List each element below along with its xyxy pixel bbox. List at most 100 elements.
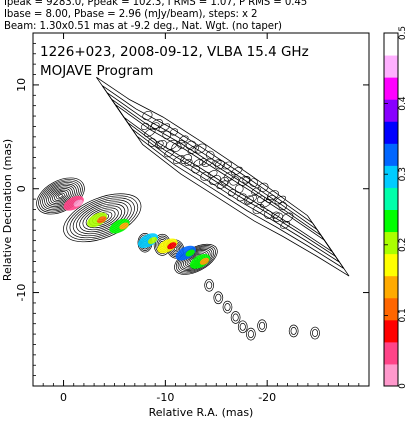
core-contour-level [69,197,135,239]
colorbar-swatch [384,143,398,149]
plot-frame [32,32,370,387]
upper-jet-knot-contour [149,122,160,131]
colorbar-swatch [384,183,398,188]
colorbar-swatch [384,319,398,325]
colorbar-swatch [384,196,398,202]
knot-contour [230,311,241,324]
colorbar-swatch [384,152,398,158]
upper-jet-knot-contour [258,182,269,192]
plot-title: 1226+023, 2008-09-12, VLBA 15.4 GHz [40,44,309,60]
colorbar-swatch [384,68,398,74]
polarization-overlay [63,195,211,269]
polarization-blob [87,212,108,228]
upper-jet-knot-contour [222,161,233,170]
upper-jet-knot-contour [231,166,243,176]
upper-jet-knot-contour [207,170,218,178]
core-contour-level [48,186,73,206]
colorbar-swatch [384,310,398,316]
polarization-blob [96,216,107,224]
polarization-blob [189,254,211,269]
colorbar-swatch [384,346,398,352]
colorbar-tick-label: 0 [398,383,408,389]
colorbar-swatch [384,59,398,65]
core-contour-level [85,207,119,229]
plot-subtitle: MOJAVE Program [40,63,153,79]
colorbar-tick-label: 0.2 [398,238,408,252]
colorbar-swatch [384,33,398,38]
upper-jet-contour-level [111,98,336,257]
polarization-blob [147,236,158,245]
polarization-blob [73,199,83,207]
colorbar-swatch [384,205,398,210]
upper-jet-knot-contour [202,158,214,167]
upper-jet-knot-contour [251,187,262,195]
upper-jet-knot-contour [171,142,182,152]
knot-contour [247,330,254,339]
y-axis-label: Relative Decination (mas) [1,139,14,281]
axis-ticks: 0 -10 -20 10 0 -10 [15,32,369,404]
core-contour-level [79,203,126,233]
colorbar-swatch [384,240,398,246]
header-line-base: Ibase = 8.00, Pbase = 2.96 (mJy/beam), s… [4,9,258,20]
knot-contour [239,322,246,331]
colorbar-swatch [384,293,398,299]
upper-jet-knot-contour [223,171,236,182]
colorbar-swatch [384,147,398,153]
polarization-blob [119,222,129,230]
upper-jet-knot-contour [151,119,163,129]
colorbar-swatch [384,355,398,361]
core-contour-level [72,199,132,237]
polarization-blob [167,242,177,250]
polarization-blob [109,218,130,234]
x-tick-label: -10 [156,391,174,404]
upper-jet-knot-contour [178,135,189,144]
polarization-blob [137,233,159,249]
upper-jet-knot-contour [214,160,225,170]
upper-jet-knot-contour [274,195,287,205]
knot-contour [215,293,222,302]
colorbar-swatch [384,72,398,78]
colorbar-swatch [384,116,398,122]
header-line-peak: Ipeak = 9283.0, Ppeak = 102.3, I RMS = 1… [4,0,308,8]
colorbar-swatch [384,108,398,113]
upper-jet-knot-contour [213,159,222,167]
colorbar-swatch [384,77,398,83]
colorbar-swatch [384,315,398,321]
colorbar: 0 0.1 0.2 0.3 0.4 0.5 [383,26,408,389]
knot-contour [310,326,320,340]
upper-jet-contour-level [101,85,345,269]
colorbar-swatch [384,253,398,259]
upper-jet-knot-contour [236,193,247,202]
polarization-blob [175,245,196,261]
colorbar-swatch [384,81,398,87]
x-tick-label: -20 [258,391,276,404]
colorbar-swatch [384,134,398,140]
x-tick-label: 0 [60,391,67,404]
colorbar-swatch [384,363,398,369]
upper-jet-knot-contour [194,143,207,154]
knot-contour [206,281,213,290]
colorbar-swatch [384,222,398,228]
colorbar-swatch [384,324,398,330]
colorbar-swatch [384,359,398,365]
colorbar-swatch [384,271,398,277]
knot-contour [222,300,233,314]
core-contour-level [36,177,85,215]
upper-jet-knot-contour [234,184,244,194]
core-contour-level [50,188,71,204]
colorbar-swatch [384,174,398,180]
core-contour-level [56,192,65,200]
upper-jet-knot-contour [156,140,167,150]
colorbar-swatch [384,103,398,109]
polarization-blob [199,257,210,265]
colorbar-swatch [384,372,398,378]
colorbar-swatch [384,337,398,343]
colorbar-swatch [384,41,398,47]
upper-jet-knot-contour [245,195,258,204]
colorbar-swatch [384,99,398,105]
upper-jet-knot-contour [229,176,240,186]
upper-jet-knot-contour [260,199,272,208]
colorbar-swatch [384,235,398,241]
knot-contour [290,327,297,335]
